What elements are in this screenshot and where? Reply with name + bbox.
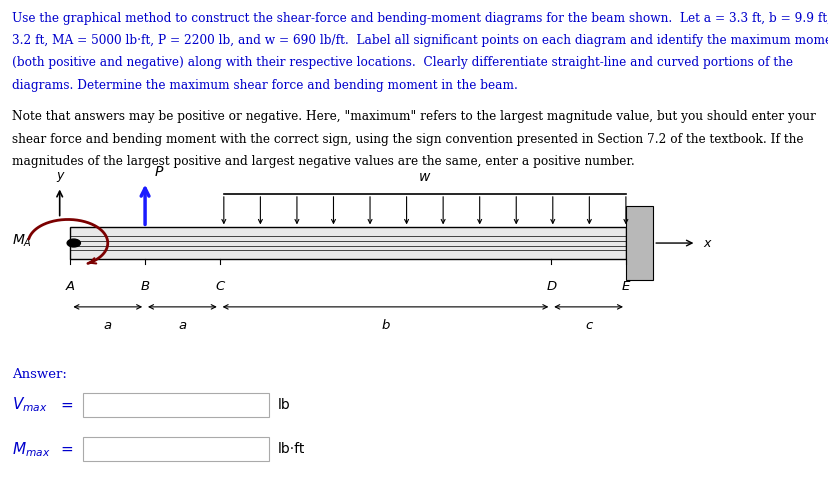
Text: c: c: [585, 319, 591, 332]
Text: x: x: [702, 237, 710, 249]
Bar: [83, 393, 269, 417]
Text: a: a: [104, 319, 112, 332]
Text: C: C: [214, 280, 224, 293]
Text: y: y: [56, 169, 63, 182]
Text: a: a: [178, 319, 186, 332]
Text: $M_{max}$: $M_{max}$: [12, 440, 51, 459]
Text: $V_{max}$: $V_{max}$: [12, 396, 48, 414]
Text: B: B: [140, 280, 150, 293]
Text: lb: lb: [277, 398, 290, 412]
Text: =: =: [60, 442, 73, 457]
Text: lb·ft: lb·ft: [277, 442, 305, 456]
Text: D: D: [546, 280, 556, 293]
Text: magnitudes of the largest positive and largest negative values are the same, ent: magnitudes of the largest positive and l…: [12, 155, 634, 167]
Text: shear force and bending moment with the correct sign, using the sign convention : shear force and bending moment with the …: [12, 133, 803, 145]
Text: diagrams. Determine the maximum shear force and bending moment in the beam.: diagrams. Determine the maximum shear fo…: [12, 79, 518, 91]
Circle shape: [67, 239, 80, 247]
Text: P: P: [155, 165, 163, 179]
Text: 3.2 ft, MA = 5000 lb·ft, P = 2200 lb, and w = 690 lb/ft.  Label all significant : 3.2 ft, MA = 5000 lb·ft, P = 2200 lb, an…: [12, 34, 828, 47]
Text: E: E: [621, 280, 629, 293]
Text: w: w: [419, 170, 430, 184]
Text: Note that answers may be positive or negative. Here, "maximum" refers to the lar: Note that answers may be positive or neg…: [12, 110, 816, 123]
Text: A: A: [65, 280, 75, 293]
Text: b: b: [381, 319, 389, 332]
Text: Answer:: Answer:: [12, 368, 67, 381]
Bar: [70, 227, 625, 259]
Text: Use the graphical method to construct the shear-force and bending-moment diagram: Use the graphical method to construct th…: [12, 12, 828, 25]
Bar: [625, 206, 652, 280]
Text: =: =: [60, 398, 73, 412]
Text: (both positive and negative) along with their respective locations.  Clearly dif: (both positive and negative) along with …: [12, 56, 792, 69]
Text: $M_A$: $M_A$: [12, 232, 32, 249]
Bar: [83, 437, 269, 461]
